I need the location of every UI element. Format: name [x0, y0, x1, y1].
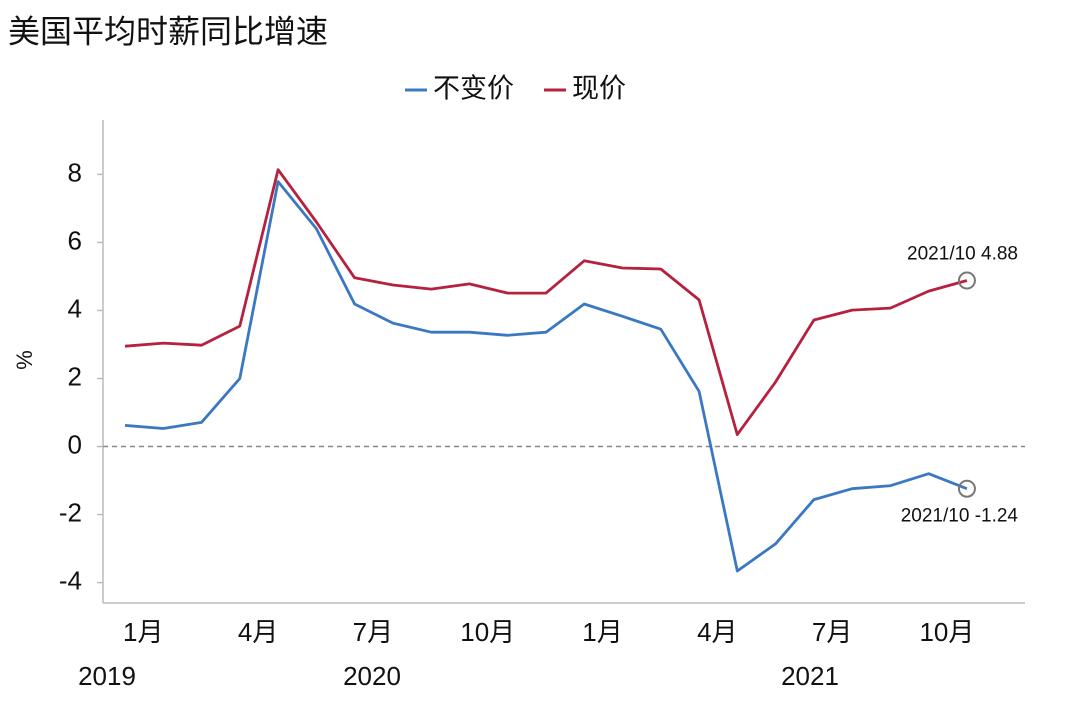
x-tick-label: 10月 — [460, 617, 515, 647]
chart-title: 美国平均时薪同比增速 — [8, 13, 328, 51]
x-tick-label: 4月 — [697, 617, 737, 647]
y-tick-label: 0 — [68, 429, 82, 459]
x-tick-label: 7月 — [812, 617, 852, 647]
annotation: 2021/10 -1.24 — [901, 506, 1019, 527]
legend-label: 不变价 — [433, 74, 514, 105]
y-tick-label: 2 — [68, 361, 82, 391]
y-axis-label: % — [12, 350, 37, 370]
y-tick-label: -4 — [59, 565, 82, 595]
y-tick-label: -2 — [59, 497, 82, 527]
x-tick-label: 4月 — [238, 617, 278, 647]
y-tick-label: 4 — [68, 293, 82, 323]
x-tick-label: 10月 — [919, 617, 974, 647]
x-tick-label: 1月 — [123, 617, 163, 647]
year-label: 2019 — [78, 661, 136, 691]
series-line — [124, 168, 968, 436]
y-tick-label: 8 — [68, 157, 82, 187]
end-marker — [957, 479, 976, 498]
legend-label: 现价 — [572, 74, 626, 105]
year-label: 2020 — [343, 661, 401, 691]
year-label: 2021 — [781, 661, 839, 691]
x-tick-label: 7月 — [353, 617, 393, 647]
annotation: 2021/10 4.88 — [907, 244, 1018, 265]
series-line — [124, 180, 968, 573]
x-tick-label: 1月 — [582, 617, 622, 647]
end-marker — [957, 271, 976, 290]
y-tick-label: 6 — [68, 225, 82, 255]
